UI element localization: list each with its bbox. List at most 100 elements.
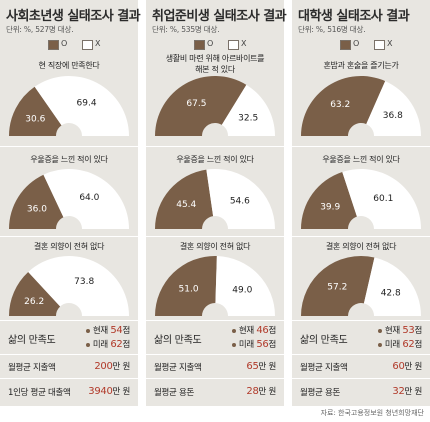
legend-o-swatch: [194, 40, 205, 50]
source-note: 자료: 한국고용정보원 청년희망재단: [320, 409, 424, 417]
satisfaction-future: 미래 56점: [231, 338, 276, 350]
divider: [146, 354, 284, 355]
bullet-icon: [231, 342, 236, 347]
panel-new-employees: 사회초년생 실태조사 결과 단위: %, 527명 대상. O X 현 직장에 …: [0, 0, 141, 406]
legend-x-label: X: [95, 39, 101, 48]
gauge-o-value: 36.0: [27, 205, 47, 215]
divider: [0, 354, 138, 355]
spending-label: 월평균 지출액: [154, 363, 202, 373]
legend-o-swatch: [340, 40, 351, 50]
gauge-x-value: 69.4: [77, 98, 97, 108]
gauge-x-slice: [206, 169, 275, 229]
gauge-o-slice: [301, 256, 375, 316]
gauge-o-slice: [155, 169, 214, 229]
divider: [292, 146, 430, 147]
legend-x-swatch: [82, 40, 93, 50]
bullet-icon: [85, 342, 90, 347]
gauge-o-value: 63.2: [330, 100, 350, 110]
gauge-o-value: 57.2: [327, 282, 347, 292]
bullet-icon: [377, 342, 382, 347]
gauge-chart: 39.9 60.1: [301, 169, 421, 229]
satisfaction-current: 현재 53점: [377, 324, 422, 336]
allowance-label: 월평균 용돈: [154, 388, 195, 398]
divider: [146, 146, 284, 147]
bullet-icon: [377, 328, 382, 333]
satisfaction-future: 미래 62점: [85, 338, 130, 350]
spending-value: 60만 원: [392, 361, 422, 372]
satisfaction-future: 미래 62점: [377, 338, 422, 350]
legend-o-swatch: [48, 40, 59, 50]
gauge-o-value: 45.4: [176, 200, 196, 210]
gauge-x-value: 73.8: [74, 277, 94, 287]
gauge-title: 결혼 의향이 전혀 없다: [33, 242, 105, 251]
gauge-x-slice: [215, 256, 275, 316]
panel-title: 대학생 실태조사 결과: [298, 9, 410, 24]
gauge-x-value: 49.0: [232, 286, 252, 296]
divider: [0, 378, 138, 379]
gauge-title: 결혼 의향이 전혀 없다: [179, 242, 251, 251]
legend-x-swatch: [374, 40, 385, 50]
gauge-title: 우울증을 느낀 적이 있다: [30, 155, 108, 164]
gauge-o-value: 51.0: [179, 285, 199, 295]
gauge-title: 우울증을 느낀 적이 있다: [176, 155, 254, 164]
divider: [146, 320, 284, 321]
gauge-title: 혼밥과 혼술을 즐기는가: [323, 61, 399, 70]
gauge-x-slice: [43, 169, 129, 229]
gauge-title: 우울증을 느낀 적이 있다: [322, 155, 400, 164]
divider: [0, 320, 138, 321]
panel-title: 사회초년생 실태조사 결과: [6, 9, 141, 24]
gauge-chart: 57.2 42.8: [301, 256, 421, 316]
divider: [292, 378, 430, 379]
legend-o-label: O: [61, 39, 68, 48]
divider: [292, 320, 430, 321]
panel-job-seekers: 취업준비생 실태조사 결과 단위: %, 535명 대상. O X 생활비 마련…: [146, 0, 287, 406]
allowance-value: 32만 원: [392, 386, 422, 397]
spending-label: 월평균 지출액: [300, 363, 348, 373]
gauge-o-value: 67.5: [186, 99, 206, 109]
satisfaction-label: 삶의 만족도: [8, 335, 56, 346]
gauge-x-value: 64.0: [79, 193, 99, 203]
gauge-chart: 36.0 64.0: [9, 169, 129, 229]
gauge-o-value: 26.2: [24, 297, 44, 307]
gauge-x-slice: [363, 257, 421, 316]
bullet-icon: [231, 328, 236, 333]
panel-title: 취업준비생 실태조사 결과: [152, 9, 287, 24]
gauge-o-slice: [9, 272, 61, 316]
gauge-chart: 51.0 49.0: [155, 256, 275, 316]
divider: [292, 354, 430, 355]
panel-college-students: 대학생 실태조사 결과 단위: %, 516명 대상. O X 혼밥과 혼술을 …: [292, 0, 430, 406]
gauge-chart: 63.2 36.8: [301, 76, 421, 136]
satisfaction-current: 현재 54점: [85, 324, 130, 336]
spending-label: 월평균 지출액: [8, 363, 56, 373]
gauge-x-value: 42.8: [381, 288, 401, 298]
gauge-chart: 30.6 69.4: [9, 75, 130, 136]
satisfaction-label: 삶의 만족도: [300, 335, 348, 346]
divider: [0, 236, 138, 237]
gauge-x-value: 54.6: [230, 196, 250, 206]
gauge-x-value: 60.1: [373, 194, 393, 204]
gauge-o-value: 30.6: [25, 114, 45, 124]
legend-x-label: X: [241, 39, 247, 48]
gauge-x-value: 36.8: [383, 111, 403, 121]
panel-unit: 단위: %, 535명 대상.: [152, 25, 220, 34]
gauge-x-slice: [366, 81, 421, 136]
gauge-o-slice: [9, 174, 64, 229]
loan-label: 1인당 평균 대출액: [8, 388, 71, 398]
gauge-title: 결혼 의향이 전혀 없다: [325, 242, 397, 251]
panel-unit: 단위: %, 516명 대상.: [298, 25, 366, 34]
spending-value: 65만 원: [246, 361, 276, 372]
gauge-chart: 26.2 73.8: [9, 255, 129, 316]
gauge-title: 생활비 마련 위해 아르바이트를 해본 적 있다: [165, 54, 265, 74]
gauge-o-slice: [155, 75, 247, 136]
divider: [146, 378, 284, 379]
bullet-icon: [85, 328, 90, 333]
satisfaction-current: 현재 46점: [231, 324, 276, 336]
legend-x-label: X: [387, 39, 393, 48]
gauge-o-slice: [301, 171, 357, 229]
gauge-chart: 45.4 54.6: [155, 169, 275, 229]
gauge-x-slice: [221, 84, 275, 136]
satisfaction-label: 삶의 만족도: [154, 335, 202, 346]
gauge-o-slice: [301, 76, 386, 136]
divider: [292, 236, 430, 237]
legend-o-label: O: [207, 39, 214, 48]
